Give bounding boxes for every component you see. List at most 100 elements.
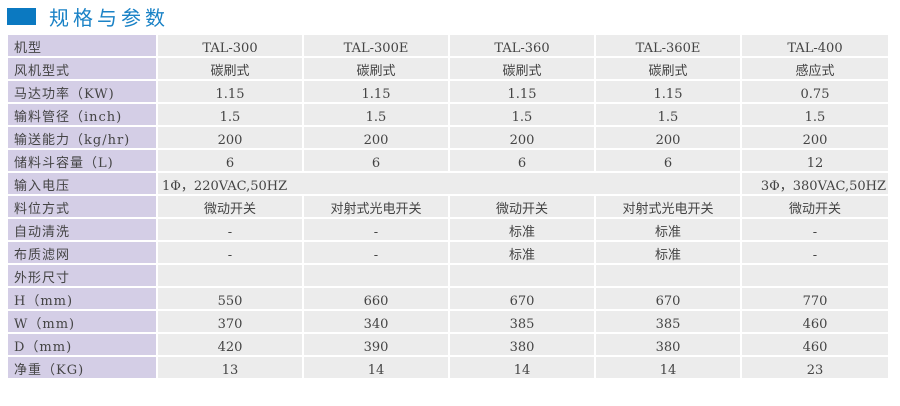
table-cell bbox=[596, 265, 740, 286]
table-cell: TAL-360 bbox=[450, 35, 594, 56]
table-row: 自动清洗 - - 标准 标准 - bbox=[8, 219, 888, 240]
table-cell: 6 bbox=[450, 150, 594, 171]
table-cell: 1Φ，220VAC,50HZ bbox=[158, 173, 740, 194]
table-cell: TAL-300E bbox=[304, 35, 448, 56]
table-cell bbox=[158, 265, 302, 286]
table-cell: 碳刷式 bbox=[596, 58, 740, 79]
table-cell: 1.15 bbox=[304, 81, 448, 102]
table-cell: 6 bbox=[596, 150, 740, 171]
table-cell: 3Φ，380VAC,50HZ bbox=[742, 173, 888, 194]
table-cell: 14 bbox=[450, 357, 594, 378]
table-row: 输料管径（inch) 1.5 1.5 1.5 1.5 1.5 bbox=[8, 104, 888, 125]
table-row: 输入电压 1Φ，220VAC,50HZ 3Φ，380VAC,50HZ bbox=[8, 173, 888, 194]
row-label: H（mm) bbox=[8, 288, 156, 309]
table-cell: 460 bbox=[742, 311, 888, 332]
table-cell: 微动开关 bbox=[158, 196, 302, 217]
table-cell: 385 bbox=[450, 311, 594, 332]
table-cell: 380 bbox=[450, 334, 594, 355]
table-cell bbox=[450, 265, 594, 286]
table-cell: 1.5 bbox=[596, 104, 740, 125]
table-cell: 670 bbox=[450, 288, 594, 309]
table-row: 外形尺寸 bbox=[8, 265, 888, 286]
table-cell: 碳刷式 bbox=[158, 58, 302, 79]
table-row: 机型 TAL-300 TAL-300E TAL-360 TAL-360E TAL-400 bbox=[8, 35, 888, 56]
row-label: 输送能力（kg/hr) bbox=[8, 127, 156, 148]
row-label: 马达功率（KW) bbox=[8, 81, 156, 102]
table-cell: 对射式光电开关 bbox=[304, 196, 448, 217]
table-cell: 340 bbox=[304, 311, 448, 332]
table-cell: 标准 bbox=[596, 242, 740, 263]
row-label: 储料斗容量（L) bbox=[8, 150, 156, 171]
table-cell: 1.5 bbox=[304, 104, 448, 125]
table-row: 马达功率（KW) 1.15 1.15 1.15 1.15 0.75 bbox=[8, 81, 888, 102]
table-cell: 200 bbox=[158, 127, 302, 148]
table-cell: 微动开关 bbox=[742, 196, 888, 217]
table-cell: 对射式光电开关 bbox=[596, 196, 740, 217]
table-row: 储料斗容量（L) 6 6 6 6 12 bbox=[8, 150, 888, 171]
table-cell: - bbox=[742, 242, 888, 263]
section-header: 规格与参数 bbox=[7, 3, 169, 30]
table-cell: 标准 bbox=[450, 242, 594, 263]
table-cell: 1.5 bbox=[742, 104, 888, 125]
table-cell: - bbox=[742, 219, 888, 240]
table-cell: 1.5 bbox=[450, 104, 594, 125]
table-row: 输送能力（kg/hr) 200 200 200 200 200 bbox=[8, 127, 888, 148]
table-cell: 200 bbox=[596, 127, 740, 148]
table-cell bbox=[304, 265, 448, 286]
row-label: 风机型式 bbox=[8, 58, 156, 79]
title-marker-square bbox=[7, 7, 36, 25]
row-label: 机型 bbox=[8, 35, 156, 56]
table-row: 料位方式 微动开关 对射式光电开关 微动开关 对射式光电开关 微动开关 bbox=[8, 196, 888, 217]
table-cell: 370 bbox=[158, 311, 302, 332]
table-cell: - bbox=[304, 242, 448, 263]
row-label: 输料管径（inch) bbox=[8, 104, 156, 125]
table-cell: 微动开关 bbox=[450, 196, 594, 217]
table-cell: 13 bbox=[158, 357, 302, 378]
table-cell: - bbox=[158, 219, 302, 240]
row-label: D（mm) bbox=[8, 334, 156, 355]
table-cell: 670 bbox=[596, 288, 740, 309]
table-cell: 碳刷式 bbox=[304, 58, 448, 79]
table-cell: 感应式 bbox=[742, 58, 888, 79]
table-cell: 200 bbox=[742, 127, 888, 148]
table-cell: 380 bbox=[596, 334, 740, 355]
table-cell: 23 bbox=[742, 357, 888, 378]
row-label: 自动清洗 bbox=[8, 219, 156, 240]
table-cell: 770 bbox=[742, 288, 888, 309]
table-cell: TAL-300 bbox=[158, 35, 302, 56]
table-cell: 12 bbox=[742, 150, 888, 171]
table-cell: 390 bbox=[304, 334, 448, 355]
spec-table: 机型 TAL-300 TAL-300E TAL-360 TAL-360E TAL-400 风… bbox=[6, 33, 890, 380]
table-cell: - bbox=[304, 219, 448, 240]
table-cell: 550 bbox=[158, 288, 302, 309]
table-cell: 14 bbox=[596, 357, 740, 378]
table-cell: 385 bbox=[596, 311, 740, 332]
table-row: H（mm) 550 660 670 670 770 bbox=[8, 288, 888, 309]
table-cell: - bbox=[158, 242, 302, 263]
table-cell: 6 bbox=[158, 150, 302, 171]
table-cell: TAL-400 bbox=[742, 35, 888, 56]
table-cell: 460 bbox=[742, 334, 888, 355]
table-row: W（mm) 370 340 385 385 460 bbox=[8, 311, 888, 332]
table-row: 布质滤网 - - 标准 标准 - bbox=[8, 242, 888, 263]
row-label: 布质滤网 bbox=[8, 242, 156, 263]
table-cell: 0.75 bbox=[742, 81, 888, 102]
table-cell: 1.15 bbox=[158, 81, 302, 102]
table-cell: 1.5 bbox=[158, 104, 302, 125]
row-label: 输入电压 bbox=[8, 173, 156, 194]
table-cell: 碳刷式 bbox=[450, 58, 594, 79]
row-label: W（mm) bbox=[8, 311, 156, 332]
table-row: 风机型式 碳刷式 碳刷式 碳刷式 碳刷式 感应式 bbox=[8, 58, 888, 79]
table-cell: TAL-360E bbox=[596, 35, 740, 56]
table-cell: 14 bbox=[304, 357, 448, 378]
table-cell bbox=[742, 265, 888, 286]
table-row: 净重（KG) 13 14 14 14 23 bbox=[8, 357, 888, 378]
table-cell: 200 bbox=[304, 127, 448, 148]
table-cell: 200 bbox=[450, 127, 594, 148]
row-label: 净重（KG) bbox=[8, 357, 156, 378]
table-cell: 660 bbox=[304, 288, 448, 309]
row-label: 外形尺寸 bbox=[8, 265, 156, 286]
row-label: 料位方式 bbox=[8, 196, 156, 217]
table-cell: 1.15 bbox=[596, 81, 740, 102]
table-cell: 1.15 bbox=[450, 81, 594, 102]
